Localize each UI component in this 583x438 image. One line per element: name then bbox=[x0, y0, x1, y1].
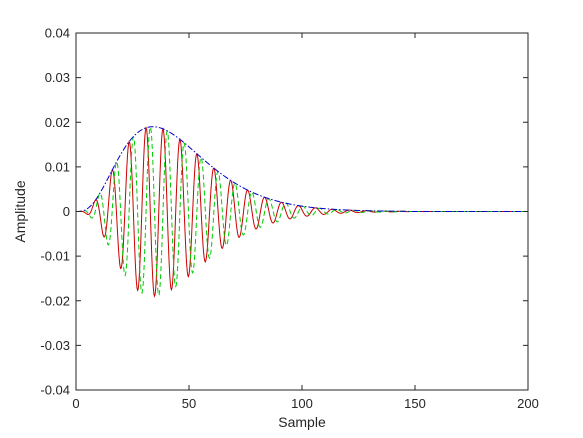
y-tick-label: -0.03 bbox=[40, 338, 70, 353]
series-layer bbox=[76, 126, 528, 298]
y-tick-label: 0.02 bbox=[45, 115, 70, 130]
x-tick-label: 0 bbox=[72, 396, 79, 411]
series-line-dash-dot bbox=[76, 126, 528, 212]
tick-labels-layer: 0 50 100 150 200 0.04 0.03 0.02 0.01 0 -0.01 -0.02 -… bbox=[40, 26, 538, 412]
x-tick-label: 50 bbox=[182, 396, 196, 411]
x-tick-label: 200 bbox=[517, 396, 539, 411]
x-tick-label: 100 bbox=[291, 396, 313, 411]
y-axis-label: Amplitude bbox=[12, 180, 28, 242]
y-tick-label: 0.03 bbox=[45, 70, 70, 85]
y-tick-label: 0.01 bbox=[45, 159, 70, 174]
y-tick-label: 0.04 bbox=[45, 26, 70, 41]
x-axis-label: Sample bbox=[278, 414, 326, 430]
ticks-layer bbox=[75, 32, 529, 391]
y-tick-label: -0.02 bbox=[40, 293, 70, 308]
y-tick-label: -0.04 bbox=[40, 383, 70, 398]
x-tick-label: 150 bbox=[404, 396, 426, 411]
y-tick-label: 0 bbox=[63, 204, 70, 219]
y-tick-label: -0.01 bbox=[40, 249, 70, 264]
